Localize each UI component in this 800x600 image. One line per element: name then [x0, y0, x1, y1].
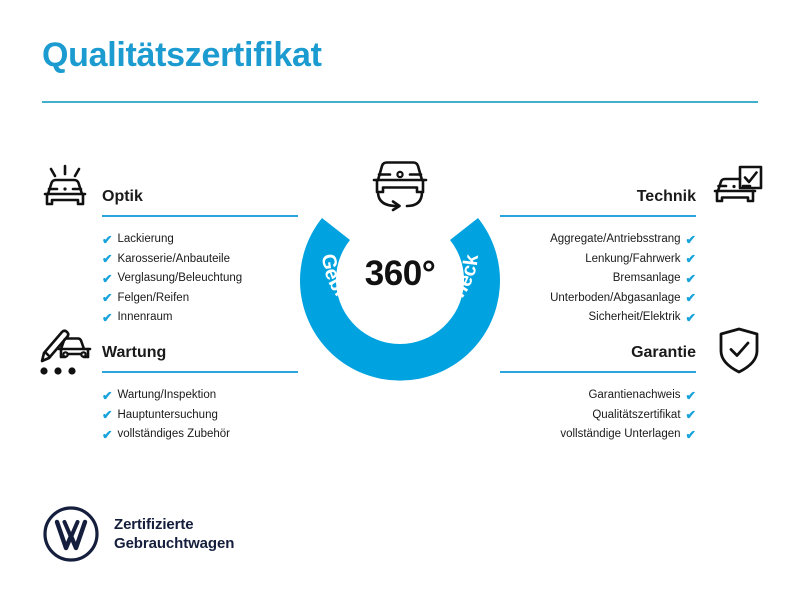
- list-item: ✔ Wartung/Inspektion: [102, 386, 298, 406]
- check-icon: ✔: [102, 427, 113, 442]
- check-icon: ✔: [685, 291, 696, 305]
- check-icon: ✔: [685, 427, 696, 442]
- list-item-label: Lackierung: [117, 233, 174, 245]
- vw-certified-label: Zertifizierte Gebrauchtwagen: [114, 515, 234, 553]
- check-icon: ✔: [685, 408, 696, 422]
- list-item-label: Garantienachweis: [588, 389, 681, 401]
- check-icon: ✔: [685, 232, 696, 247]
- check-icon: ✔: [102, 271, 113, 286]
- list-item: Bremsanlage ✔: [500, 269, 696, 289]
- list-item: Aggregate/Antriebsstrang ✔: [500, 230, 696, 250]
- section-garantie: Garantie Garantienachweis ✔ Qualitätszer…: [500, 342, 696, 445]
- check-icon: ✔: [685, 252, 696, 266]
- section-wartung-underline: [102, 371, 298, 373]
- section-garantie-title: Garantie: [631, 344, 696, 361]
- pen-car-checklist-icon: [36, 327, 96, 381]
- section-optik-header: Optik: [102, 186, 298, 217]
- list-item-label: Bremsanlage: [612, 272, 681, 284]
- list-item: ✔ Innenraum: [102, 308, 298, 328]
- vw-certified-line2: Gebrauchtwagen: [114, 535, 235, 552]
- list-item: Lenkung/Fahrwerk ✔: [500, 250, 696, 270]
- shield-check-icon: [716, 325, 762, 379]
- car-checkbox-icon: [710, 163, 764, 215]
- list-item: ✔ Hauptuntersuchung: [102, 406, 298, 426]
- list-item: vollständige Unterlagen ✔: [500, 425, 696, 445]
- page-title: Qualitätszertifikat: [42, 36, 322, 74]
- list-item: ✔ vollständiges Zubehör: [102, 425, 298, 445]
- section-optik-underline: [102, 215, 298, 217]
- check-icon: ✔: [102, 291, 113, 305]
- list-item-label: Wartung/Inspektion: [117, 389, 217, 401]
- list-item: Unterboden/Abgasanlage ✔: [500, 289, 696, 309]
- list-item: ✔ Karosserie/Anbauteile: [102, 250, 298, 270]
- section-technik-header: Technik: [500, 186, 696, 217]
- section-wartung-title: Wartung: [102, 344, 167, 361]
- list-item-label: vollständiges Zubehör: [117, 428, 230, 440]
- section-wartung: Wartung ✔ Wartung/Inspektion ✔ Hauptunte…: [102, 342, 298, 445]
- check-icon: ✔: [102, 388, 113, 403]
- list-item: ✔ Verglasung/Beleuchtung: [102, 269, 298, 289]
- check-icon: ✔: [102, 252, 113, 266]
- section-wartung-header: Wartung: [102, 342, 298, 373]
- badge-arc: Gebrauchtwagen-Check: [300, 218, 500, 381]
- vw-certified-line1: Zertifizierte: [114, 516, 194, 533]
- list-item: ✔ Felgen/Reifen: [102, 289, 298, 309]
- list-item-label: vollständige Unterlagen: [560, 428, 681, 440]
- check-icon: ✔: [102, 408, 113, 422]
- list-item: Sicherheit/Elektrik ✔: [500, 308, 696, 328]
- list-item-label: Karosserie/Anbauteile: [117, 252, 230, 265]
- section-technik-underline: [500, 215, 696, 217]
- section-technik: Technik Aggregate/Antriebsstrang ✔ Lenku…: [500, 186, 696, 328]
- list-item-label: Qualitätszertifikat: [592, 408, 681, 421]
- list-item-label: Lenkung/Fahrwerk: [585, 252, 681, 265]
- vw-logo-icon: [42, 505, 100, 563]
- rotating-car-icon: [360, 150, 440, 212]
- section-garantie-underline: [500, 371, 696, 373]
- section-garantie-header: Garantie: [500, 342, 696, 373]
- list-item-label: Innenraum: [117, 311, 173, 323]
- section-technik-title: Technik: [636, 188, 696, 205]
- list-item-label: Aggregate/Antriebsstrang: [550, 233, 681, 245]
- section-wartung-items: ✔ Wartung/Inspektion ✔ Hauptuntersuchung…: [102, 386, 298, 445]
- title-divider: [42, 101, 758, 103]
- check-icon: ✔: [685, 271, 696, 286]
- section-optik: Optik ✔ Lackierung ✔ Karosserie/Anbautei…: [102, 186, 298, 328]
- list-item: Garantienachweis ✔: [500, 386, 696, 406]
- section-optik-title: Optik: [102, 188, 143, 205]
- list-item-label: Unterboden/Abgasanlage: [550, 291, 681, 304]
- check-icon: ✔: [685, 388, 696, 403]
- vw-certified-footer: Zertifizierte Gebrauchtwagen: [42, 505, 234, 563]
- check-icon: ✔: [102, 310, 113, 325]
- list-item-label: Verglasung/Beleuchtung: [117, 272, 243, 284]
- list-item: Qualitätszertifikat ✔: [500, 406, 696, 426]
- list-item: ✔ Lackierung: [102, 230, 298, 250]
- 360-check-badge: Gebrauchtwagen-Check 360°: [300, 161, 500, 396]
- check-icon: ✔: [685, 310, 696, 325]
- list-item-label: Hauptuntersuchung: [117, 408, 218, 421]
- check-icon: ✔: [102, 232, 113, 247]
- shiny-car-front-icon: [38, 163, 92, 215]
- list-item-label: Felgen/Reifen: [117, 291, 190, 304]
- list-item-label: Sicherheit/Elektrik: [588, 311, 681, 323]
- badge-degrees: 360°: [364, 254, 436, 293]
- section-garantie-items: Garantienachweis ✔ Qualitätszertifikat ✔…: [500, 386, 696, 445]
- section-optik-items: ✔ Lackierung ✔ Karosserie/Anbauteile ✔ V…: [102, 230, 298, 328]
- section-technik-items: Aggregate/Antriebsstrang ✔ Lenkung/Fahrw…: [500, 230, 696, 328]
- badge-ring: [300, 218, 500, 381]
